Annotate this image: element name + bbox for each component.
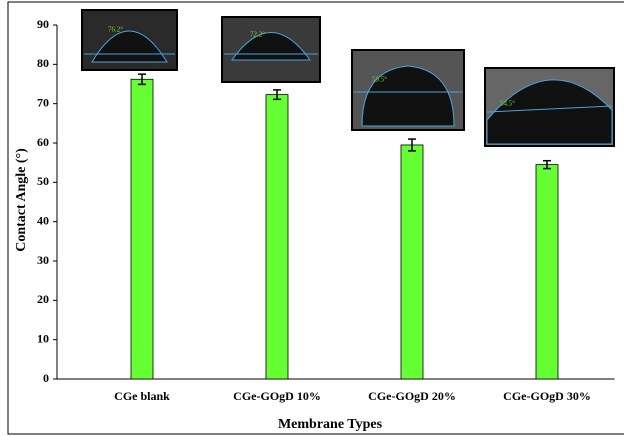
x-tick-label: CGe-GOgD 10% xyxy=(233,389,321,403)
insets: 76.2° 72.2° 59.5° 54.5° xyxy=(82,10,614,146)
inset-image: 54.5° xyxy=(485,68,614,146)
y-tick-label: 60 xyxy=(37,135,49,149)
inset-label: 54.5° xyxy=(500,100,515,108)
y-tick-label: 90 xyxy=(37,17,49,31)
bar xyxy=(131,79,153,379)
y-tick-label: 40 xyxy=(37,213,49,227)
y-tick-label: 0 xyxy=(43,371,49,385)
x-tick-label: CGe blank xyxy=(114,389,170,403)
inset-image: 76.2° xyxy=(82,10,177,70)
inset-label: 59.5° xyxy=(372,76,387,84)
inset-image: 72.2° xyxy=(222,17,320,82)
chart: Contact Angle (°) Membrane Types 0 10 20 30… xyxy=(0,0,624,436)
y-tick-label: 10 xyxy=(37,331,49,345)
x-tick-label: CGe-GOgD 20% xyxy=(368,389,456,403)
bar xyxy=(266,95,288,379)
bar xyxy=(536,165,558,379)
y-tick-label: 50 xyxy=(37,174,49,188)
inset-label: 72.2° xyxy=(250,31,265,39)
inset-image: 59.5° xyxy=(352,50,464,130)
y-tick-label: 30 xyxy=(37,253,49,267)
y-tick-label: 20 xyxy=(37,292,49,306)
bar xyxy=(401,145,423,379)
x-axis-title: Membrane Types xyxy=(278,417,383,432)
inset-label: 76.2° xyxy=(108,26,123,34)
x-tick-label: CGe-GOgD 30% xyxy=(503,389,591,403)
y-tick-label: 70 xyxy=(37,95,49,109)
y-axis-title: Contact Angle (°) xyxy=(14,148,29,252)
y-tick-label: 80 xyxy=(37,56,49,70)
